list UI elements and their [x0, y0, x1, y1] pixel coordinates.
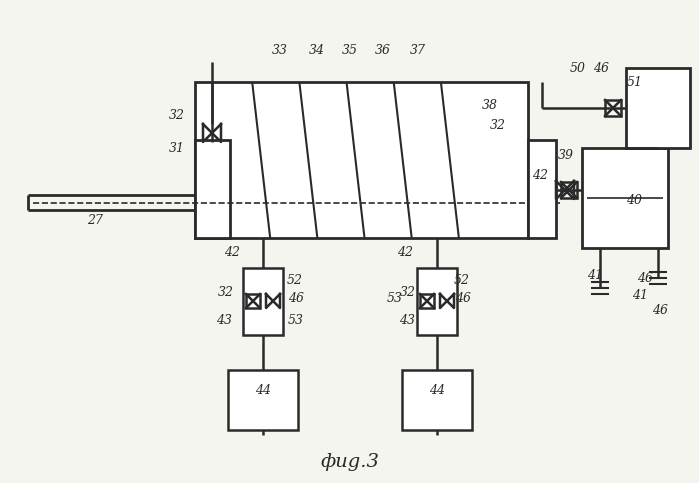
Text: 32: 32 — [169, 109, 185, 122]
Text: 46: 46 — [455, 292, 471, 304]
Bar — [420, 294, 434, 308]
Bar — [402, 370, 472, 430]
Text: 32: 32 — [400, 285, 416, 298]
Text: 42: 42 — [224, 245, 240, 258]
Text: 42: 42 — [397, 245, 413, 258]
Text: 32: 32 — [218, 285, 234, 298]
Text: 42: 42 — [532, 169, 548, 182]
Text: фиg.3: фиg.3 — [321, 453, 380, 471]
Text: 53: 53 — [387, 292, 403, 304]
Bar — [626, 68, 690, 148]
Text: 38: 38 — [482, 99, 498, 112]
Bar — [228, 370, 298, 430]
Text: 43: 43 — [399, 313, 415, 327]
Bar — [246, 294, 260, 308]
Text: 52: 52 — [454, 273, 470, 286]
Bar — [195, 82, 528, 238]
Text: 31: 31 — [169, 142, 185, 155]
Bar — [582, 148, 668, 248]
Bar — [528, 140, 556, 238]
Text: 46: 46 — [637, 271, 653, 284]
Bar — [605, 100, 621, 116]
Text: 34: 34 — [309, 43, 325, 57]
Text: 50: 50 — [570, 61, 586, 74]
Text: 51: 51 — [627, 75, 643, 88]
Text: 46: 46 — [593, 61, 609, 74]
Bar — [561, 182, 577, 198]
Text: 46: 46 — [652, 303, 668, 316]
Text: 53: 53 — [288, 313, 304, 327]
Text: 27: 27 — [87, 213, 103, 227]
Text: 36: 36 — [375, 43, 391, 57]
Bar — [195, 140, 230, 238]
Text: 37: 37 — [410, 43, 426, 57]
Text: 33: 33 — [272, 43, 288, 57]
Bar — [417, 268, 457, 335]
Text: 40: 40 — [626, 194, 642, 207]
Text: 43: 43 — [216, 313, 232, 327]
Text: 44: 44 — [255, 384, 271, 397]
Text: 52: 52 — [287, 273, 303, 286]
Text: 41: 41 — [632, 288, 648, 301]
Text: 41: 41 — [587, 269, 603, 282]
Text: 44: 44 — [429, 384, 445, 397]
Text: 32: 32 — [490, 118, 506, 131]
Text: 39: 39 — [558, 148, 574, 161]
Bar — [243, 268, 283, 335]
Text: 35: 35 — [342, 43, 358, 57]
Text: 46: 46 — [288, 292, 304, 304]
